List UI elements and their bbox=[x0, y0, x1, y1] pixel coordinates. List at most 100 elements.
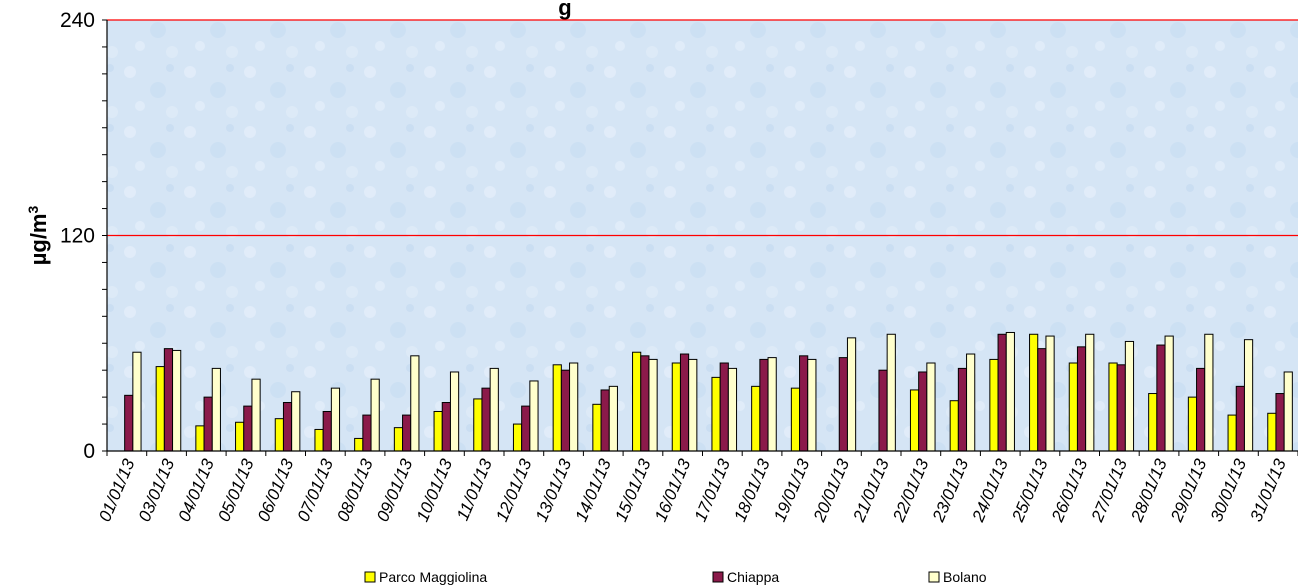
x-tick-label: 24/01/13 bbox=[968, 456, 1012, 526]
x-tick-label: 09/01/13 bbox=[373, 456, 417, 525]
bar-parco-maggiolina bbox=[1148, 393, 1158, 452]
y-axis-unit-superscript: 3 bbox=[25, 206, 41, 214]
bar-chiappa bbox=[521, 405, 531, 452]
x-tick-label: 29/01/13 bbox=[1167, 456, 1211, 526]
bar-chiappa bbox=[679, 353, 690, 452]
bar-bolano bbox=[926, 362, 936, 452]
bar-parco-maggiolina bbox=[512, 423, 523, 452]
x-tick-label: 05/01/13 bbox=[214, 456, 258, 525]
x-tick-label: 23/01/13 bbox=[928, 456, 972, 526]
bar-parco-maggiolina bbox=[1227, 414, 1237, 452]
bar-bolano bbox=[886, 333, 896, 452]
bar-bolano bbox=[172, 349, 182, 452]
x-tick-label: 26/01/13 bbox=[1048, 456, 1092, 526]
x-tick-label: 19/01/13 bbox=[770, 456, 814, 525]
bar-parco-maggiolina bbox=[393, 427, 404, 452]
bar-bolano bbox=[966, 353, 976, 452]
legend-label-chiappa: Chiappa bbox=[727, 569, 779, 585]
x-tick-label: 01/01/13 bbox=[95, 456, 139, 525]
bar-parco-maggiolina bbox=[909, 389, 920, 452]
x-tick-label: 25/01/13 bbox=[1008, 456, 1052, 526]
bar-bolano bbox=[767, 357, 777, 452]
bar-parco-maggiolina bbox=[671, 362, 681, 452]
x-tick-label: 06/01/13 bbox=[254, 456, 298, 525]
bar-parco-maggiolina bbox=[433, 410, 443, 452]
bar-bolano bbox=[1204, 333, 1214, 452]
x-tick-label: 17/01/13 bbox=[691, 456, 735, 525]
bar-bolano bbox=[370, 378, 380, 452]
bar-bolano bbox=[1085, 333, 1095, 452]
legend-swatch-bolano bbox=[928, 571, 940, 583]
legend-label-bolano: Bolano bbox=[943, 569, 987, 585]
bar-parco-maggiolina bbox=[235, 421, 245, 452]
bar-chiappa bbox=[362, 414, 372, 452]
bar-parco-maggiolina bbox=[989, 358, 999, 452]
bar-bolano bbox=[1164, 335, 1174, 452]
y-axis-ticks: 0 120 240 bbox=[60, 9, 107, 463]
bar-parco-maggiolina bbox=[711, 376, 721, 452]
bar-chiappa bbox=[124, 394, 134, 452]
bar-parco-maggiolina bbox=[1068, 362, 1078, 452]
bar-bolano bbox=[807, 358, 817, 452]
bar-chiappa bbox=[838, 357, 848, 452]
bar-parco-maggiolina bbox=[632, 351, 642, 452]
bar-parco-maggiolina bbox=[195, 425, 205, 452]
x-tick-label: 20/01/13 bbox=[809, 456, 853, 526]
bar-bolano bbox=[846, 337, 857, 452]
x-tick-label: 27/01/13 bbox=[1087, 456, 1131, 526]
bar-parco-maggiolina bbox=[1108, 362, 1118, 452]
bar-parco-maggiolina bbox=[314, 428, 324, 452]
bar-chiappa bbox=[1196, 367, 1206, 452]
bar-parco-maggiolina bbox=[790, 387, 801, 452]
x-tick-label: 08/01/13 bbox=[333, 456, 377, 525]
bar-chiappa bbox=[481, 387, 491, 452]
bar-chiappa bbox=[203, 396, 213, 452]
bar-chiappa bbox=[1116, 364, 1126, 452]
bar-chiappa bbox=[1037, 348, 1047, 452]
bar-parco-maggiolina bbox=[949, 400, 959, 452]
x-tick-label: 10/01/13 bbox=[413, 456, 457, 525]
y-axis-unit: µg/m bbox=[26, 214, 51, 266]
y-axis-title: µg/m3 bbox=[25, 206, 51, 266]
bar-parco-maggiolina bbox=[1029, 333, 1039, 452]
bar-chiappa bbox=[441, 402, 451, 452]
bar-bolano bbox=[569, 362, 579, 452]
legend-label-parco-maggiolina: Parco Maggiolina bbox=[379, 569, 487, 585]
bar-bolano bbox=[1283, 371, 1293, 452]
bar-parco-maggiolina bbox=[552, 364, 562, 452]
bar-chiappa bbox=[243, 405, 253, 452]
x-tick-label: 07/01/13 bbox=[294, 456, 338, 525]
bar-bolano bbox=[330, 387, 341, 452]
bar-chiappa bbox=[560, 369, 571, 452]
bar-parco-maggiolina bbox=[1267, 412, 1277, 452]
x-tick-label: 12/01/13 bbox=[492, 456, 536, 525]
bar-bolano bbox=[449, 371, 460, 452]
bar-bolano bbox=[410, 355, 420, 452]
x-tick-label: 31/01/13 bbox=[1246, 456, 1290, 525]
y-axis-label: µg/m3 bbox=[25, 206, 51, 266]
y-tick-label: 0 bbox=[83, 440, 95, 463]
bar-chiappa bbox=[640, 355, 650, 452]
x-tick-label: 16/01/13 bbox=[651, 456, 695, 525]
bar-chiappa bbox=[799, 355, 809, 452]
bar-bolano bbox=[211, 367, 221, 452]
bar-chiappa bbox=[282, 402, 293, 452]
bar-parco-maggiolina bbox=[1187, 396, 1198, 452]
bar-parco-maggiolina bbox=[473, 398, 483, 452]
bar-chiappa bbox=[163, 348, 174, 452]
bar-bolano bbox=[132, 351, 142, 452]
bar-bolano bbox=[688, 358, 698, 452]
x-tick-label: 14/01/13 bbox=[572, 456, 616, 525]
bar-bolano bbox=[489, 367, 499, 452]
bar-chiappa bbox=[1076, 346, 1087, 452]
bar-chiappa bbox=[997, 333, 1007, 452]
chart-title: g bbox=[558, 0, 571, 20]
x-tick-label: 18/01/13 bbox=[730, 456, 774, 525]
bar-bolano bbox=[291, 391, 301, 452]
x-tick-label: 15/01/13 bbox=[611, 456, 655, 525]
bar-chiappa bbox=[759, 358, 769, 452]
bar-bolano bbox=[648, 358, 658, 452]
bar-parco-maggiolina bbox=[751, 385, 761, 452]
bar-bolano bbox=[251, 378, 261, 452]
